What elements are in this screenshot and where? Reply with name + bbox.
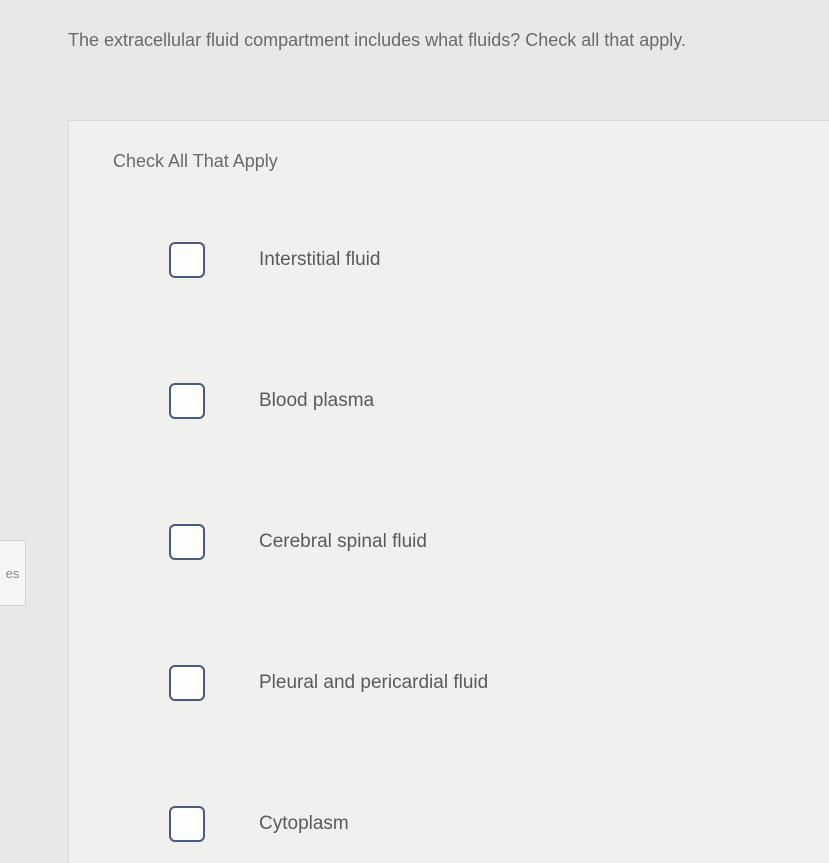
option-label: Cytoplasm <box>259 813 349 835</box>
option-label: Cerebral spinal fluid <box>259 531 427 553</box>
option-label: Interstitial fluid <box>259 249 380 271</box>
question-text: The extracellular fluid compartment incl… <box>68 30 809 51</box>
checkbox-pleural-pericardial-fluid[interactable] <box>169 665 205 701</box>
checkbox-cytoplasm[interactable] <box>169 806 205 842</box>
checkbox-cerebral-spinal-fluid[interactable] <box>169 524 205 560</box>
option-row: Cerebral spinal fluid <box>113 524 789 560</box>
checkbox-blood-plasma[interactable] <box>169 383 205 419</box>
instruction-text: Check All That Apply <box>113 151 789 172</box>
option-row: Blood plasma <box>113 383 789 419</box>
left-side-tab[interactable]: es <box>0 540 26 606</box>
checkbox-interstitial-fluid[interactable] <box>169 242 205 278</box>
option-row: Pleural and pericardial fluid <box>113 665 789 701</box>
left-tab-label: es <box>6 566 20 581</box>
answer-panel: Check All That Apply Interstitial fluid … <box>68 120 829 863</box>
option-row: Interstitial fluid <box>113 242 789 278</box>
option-label: Blood plasma <box>259 390 374 412</box>
option-row: Cytoplasm <box>113 806 789 842</box>
option-label: Pleural and pericardial fluid <box>259 672 488 694</box>
